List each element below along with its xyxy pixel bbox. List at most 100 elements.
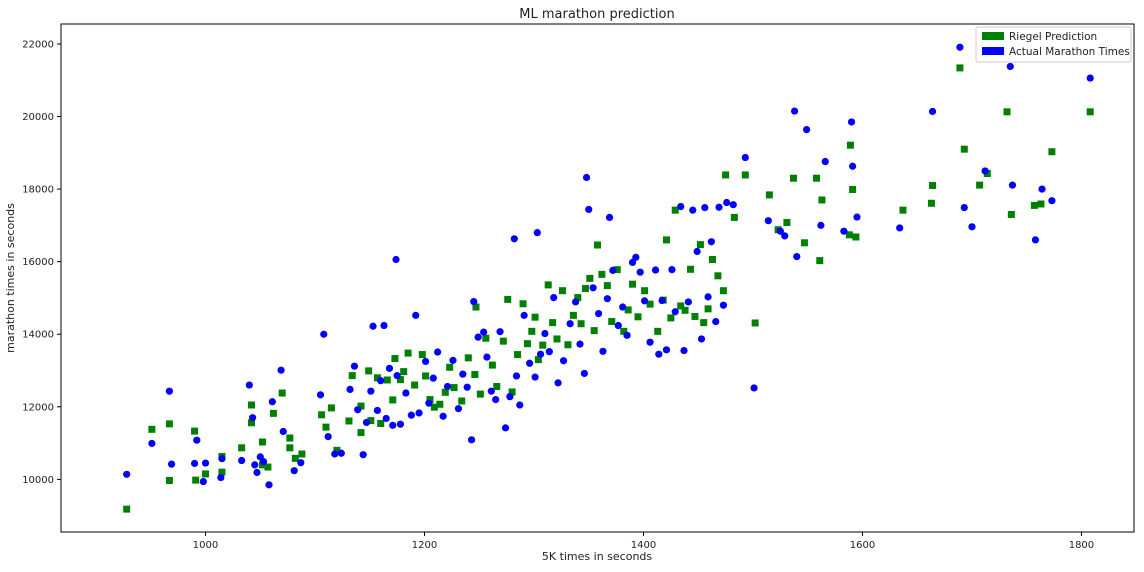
data-point-circle bbox=[632, 253, 640, 261]
data-point-square bbox=[849, 185, 857, 193]
data-point-circle bbox=[512, 372, 521, 380]
data-point-circle bbox=[566, 320, 574, 328]
data-point-square bbox=[464, 354, 472, 362]
data-point-square bbox=[450, 384, 458, 392]
data-point-circle bbox=[614, 321, 622, 330]
data-point-square bbox=[1030, 201, 1038, 209]
data-point-circle bbox=[817, 221, 825, 229]
chart-title: ML marathon prediction bbox=[519, 7, 674, 22]
data-point-square bbox=[357, 402, 365, 410]
data-point-square bbox=[677, 302, 685, 310]
legend-label-actual: Actual Marathon Times bbox=[1009, 46, 1130, 58]
data-point-square bbox=[377, 420, 385, 428]
data-point-square bbox=[357, 429, 365, 437]
data-point-circle bbox=[346, 385, 354, 393]
data-point-square bbox=[348, 372, 356, 380]
data-point-circle bbox=[380, 321, 388, 330]
data-point-circle bbox=[506, 393, 514, 401]
y-tick-label: 16000 bbox=[22, 257, 54, 268]
data-point-circle bbox=[268, 398, 276, 406]
data-point-circle bbox=[605, 213, 614, 222]
data-point-square bbox=[956, 64, 964, 72]
data-point-square bbox=[1037, 200, 1045, 208]
data-point-square bbox=[704, 305, 712, 313]
data-point-circle bbox=[668, 266, 676, 274]
data-point-square bbox=[367, 417, 375, 425]
data-point-circle bbox=[354, 406, 362, 414]
data-point-circle bbox=[249, 414, 257, 422]
data-point-square bbox=[1007, 211, 1015, 218]
data-point-square bbox=[800, 239, 808, 247]
data-point-square bbox=[508, 388, 516, 396]
data-point-circle bbox=[265, 481, 273, 489]
data-point-circle bbox=[723, 198, 731, 207]
data-point-square bbox=[499, 337, 507, 345]
x-tick-label: 1600 bbox=[850, 540, 875, 551]
data-point-square bbox=[634, 313, 642, 321]
data-point-circle bbox=[415, 409, 423, 417]
x-tick-label: 1400 bbox=[631, 540, 656, 551]
data-point-square bbox=[446, 363, 454, 371]
data-point-circle bbox=[707, 238, 715, 246]
data-point-square bbox=[471, 371, 479, 379]
data-point-circle bbox=[238, 456, 246, 465]
data-point-circle bbox=[217, 473, 225, 482]
data-point-circle bbox=[968, 223, 976, 231]
legend-swatch-actual bbox=[982, 47, 1004, 55]
data-point-circle bbox=[526, 359, 534, 367]
y-tick-label: 12000 bbox=[22, 402, 54, 413]
data-point-square bbox=[765, 191, 773, 199]
data-point-circle bbox=[550, 293, 558, 302]
data-point-square bbox=[586, 274, 594, 282]
data-point-square bbox=[519, 300, 527, 308]
y-tick-label: 18000 bbox=[22, 185, 54, 196]
data-point-circle bbox=[790, 107, 799, 115]
data-point-circle bbox=[501, 424, 510, 432]
data-point-circle bbox=[367, 387, 375, 395]
data-point-square bbox=[846, 141, 854, 149]
data-point-square bbox=[581, 285, 589, 293]
data-point-square bbox=[624, 306, 632, 314]
series-riegel-prediction bbox=[123, 64, 1094, 513]
data-point-circle bbox=[585, 205, 593, 214]
data-point-circle bbox=[533, 229, 541, 237]
data-point-square bbox=[493, 382, 501, 390]
data-point-circle bbox=[803, 125, 811, 134]
data-point-square bbox=[818, 196, 826, 204]
x-tick-label: 1000 bbox=[193, 540, 218, 551]
data-point-circle bbox=[1006, 62, 1014, 71]
data-point-circle bbox=[496, 328, 504, 336]
data-point-square bbox=[976, 181, 984, 189]
data-point-square bbox=[391, 355, 399, 363]
data-point-circle bbox=[362, 418, 371, 427]
data-point-circle bbox=[697, 335, 706, 343]
x-tick-label: 1800 bbox=[1069, 540, 1094, 551]
data-point-circle bbox=[582, 173, 591, 182]
data-point-square bbox=[278, 389, 286, 397]
data-point-circle bbox=[443, 382, 452, 391]
data-point-circle bbox=[382, 414, 390, 423]
data-point-square bbox=[741, 171, 749, 179]
data-point-circle bbox=[407, 411, 415, 419]
data-point-circle bbox=[853, 213, 861, 221]
data-point-square bbox=[629, 280, 637, 288]
data-point-circle bbox=[603, 295, 611, 303]
data-point-circle bbox=[369, 322, 377, 330]
data-point-circle bbox=[658, 296, 666, 305]
legend-swatch-riegel bbox=[982, 32, 1004, 40]
y-tick-label: 14000 bbox=[22, 330, 54, 341]
data-point-circle bbox=[821, 157, 829, 166]
data-point-square bbox=[1003, 108, 1011, 116]
data-point-square bbox=[960, 145, 968, 153]
data-point-square bbox=[383, 376, 391, 384]
data-point-square bbox=[613, 266, 621, 274]
data-point-square bbox=[564, 341, 572, 349]
data-point-circle bbox=[781, 232, 789, 240]
data-point-square bbox=[426, 396, 434, 404]
legend-label-riegel: Riegel Prediction bbox=[1009, 31, 1097, 43]
data-point-circle bbox=[520, 311, 528, 319]
data-point-square bbox=[553, 335, 561, 343]
data-point-circle bbox=[981, 167, 989, 175]
data-point-circle bbox=[1038, 185, 1046, 193]
data-point-circle bbox=[640, 297, 649, 305]
